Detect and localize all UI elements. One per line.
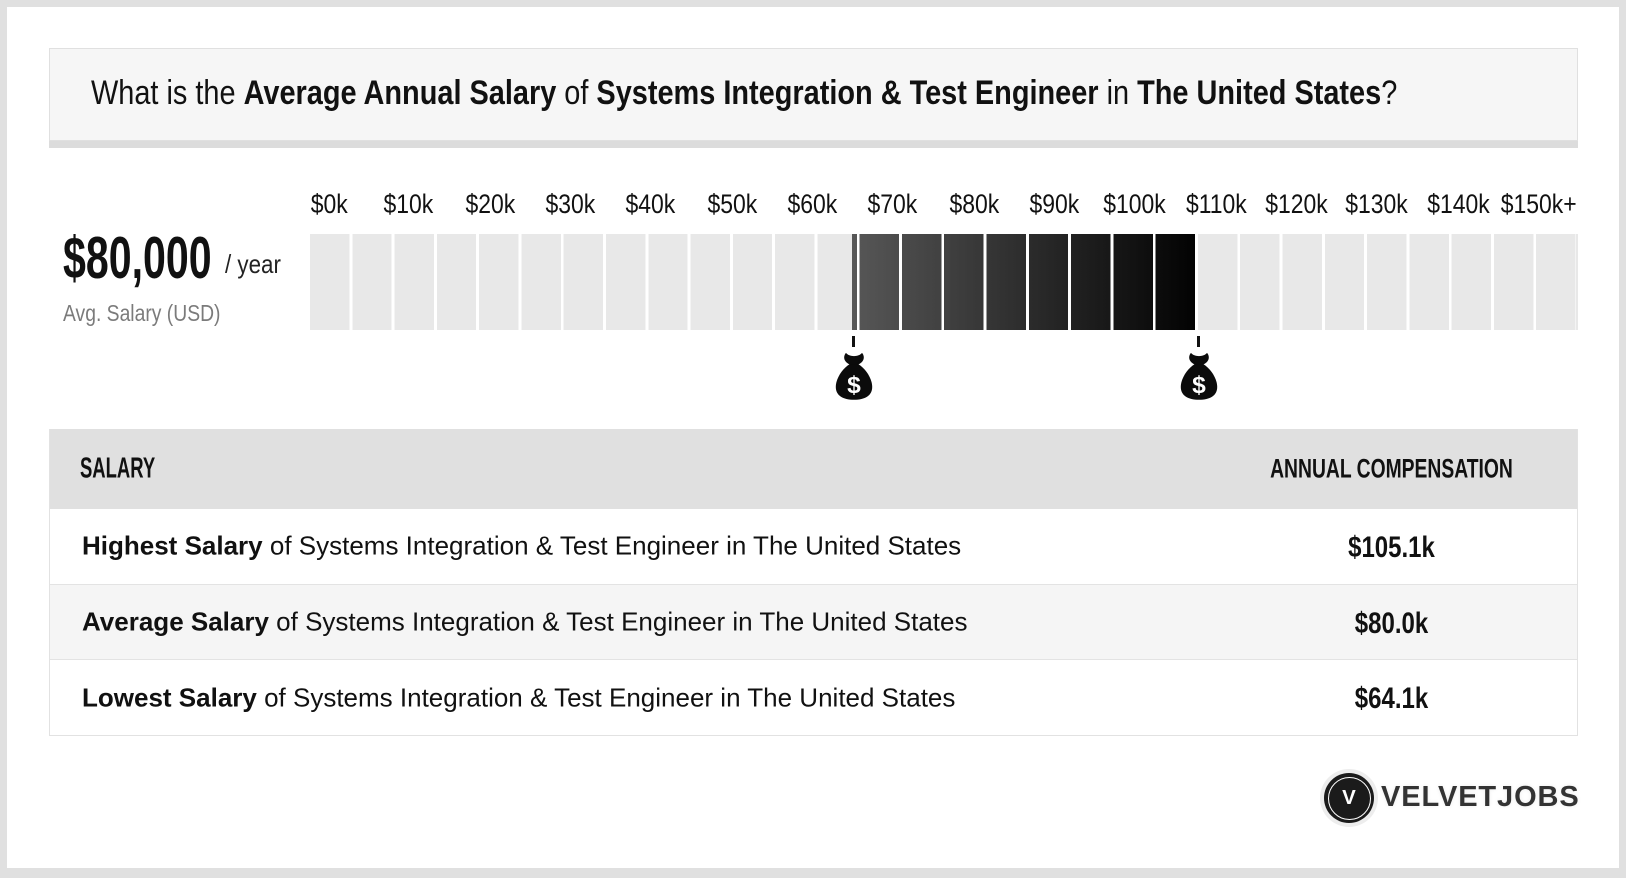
svg-text:$: $ (1192, 371, 1206, 398)
svg-text:$: $ (847, 371, 861, 398)
